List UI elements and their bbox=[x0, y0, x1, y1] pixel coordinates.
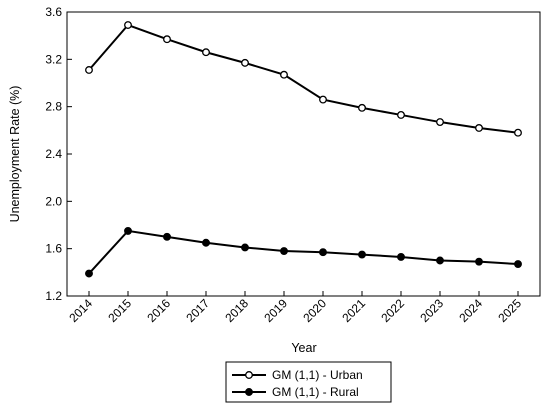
data-point bbox=[124, 226, 132, 235]
data-point bbox=[397, 253, 405, 261]
x-tick-label: 2014 bbox=[66, 296, 95, 325]
data-point bbox=[475, 257, 483, 266]
x-tick-label: 2015 bbox=[105, 296, 134, 325]
series-markers bbox=[85, 21, 522, 278]
x-tick-label: 2025 bbox=[495, 296, 524, 325]
plot-frame bbox=[66, 11, 541, 297]
x-tick-label: 2017 bbox=[183, 296, 212, 325]
data-point bbox=[163, 232, 171, 241]
y-tick-label: 3.6 bbox=[45, 5, 62, 19]
data-point bbox=[436, 118, 444, 126]
x-tick-label: 2022 bbox=[378, 296, 407, 325]
data-point bbox=[319, 95, 327, 104]
x-tick-label: 2020 bbox=[300, 296, 329, 325]
y-tick-label: 2.0 bbox=[45, 194, 62, 208]
y-tick-label: 3.2 bbox=[45, 52, 62, 66]
data-point bbox=[280, 247, 288, 255]
y-tick-label: 1.2 bbox=[45, 289, 62, 303]
data-point bbox=[124, 21, 132, 29]
data-point bbox=[163, 35, 171, 44]
data-point bbox=[85, 269, 93, 278]
y-axis: 1.2 1.6 2.0 2.4 2.8 3.2 3.6 bbox=[45, 5, 72, 303]
series-line-0 bbox=[88, 23, 519, 134]
legend-swatch-marker bbox=[245, 388, 253, 396]
legend-swatch-marker bbox=[245, 371, 253, 379]
legend-label: GM (1,1) - Rural bbox=[272, 385, 359, 399]
series-lines bbox=[88, 23, 519, 275]
data-point bbox=[280, 70, 288, 79]
data-point bbox=[514, 260, 522, 268]
legend-label: GM (1,1) - Urban bbox=[272, 368, 363, 382]
legend: GM (1,1) - Urban GM (1,1) - Rural bbox=[225, 361, 392, 403]
y-axis-title: Unemployment Rate (%) bbox=[8, 86, 22, 223]
x-tick-label: 2016 bbox=[144, 296, 173, 325]
data-point bbox=[202, 238, 210, 247]
y-tick-label: 2.8 bbox=[45, 100, 62, 114]
data-point bbox=[85, 66, 93, 74]
y-tick-label: 1.6 bbox=[45, 242, 62, 256]
data-point bbox=[241, 243, 249, 252]
x-tick-label: 2021 bbox=[339, 296, 368, 325]
data-point bbox=[241, 58, 249, 67]
x-tick-label: 2024 bbox=[456, 296, 485, 325]
x-tick-label: 2018 bbox=[222, 296, 251, 325]
data-point bbox=[358, 250, 366, 259]
data-point bbox=[475, 124, 483, 132]
data-point bbox=[319, 248, 327, 257]
data-point bbox=[436, 256, 444, 265]
x-tick-label: 2019 bbox=[261, 296, 290, 325]
series-line-1 bbox=[88, 229, 519, 275]
data-point bbox=[514, 128, 522, 137]
data-point bbox=[358, 103, 366, 112]
legend-box bbox=[225, 361, 392, 403]
y-tick-label: 2.4 bbox=[45, 147, 62, 161]
x-tick-label: 2023 bbox=[417, 296, 446, 325]
data-point bbox=[202, 48, 210, 57]
data-point bbox=[397, 110, 405, 119]
x-axis-title: Year bbox=[291, 341, 316, 355]
